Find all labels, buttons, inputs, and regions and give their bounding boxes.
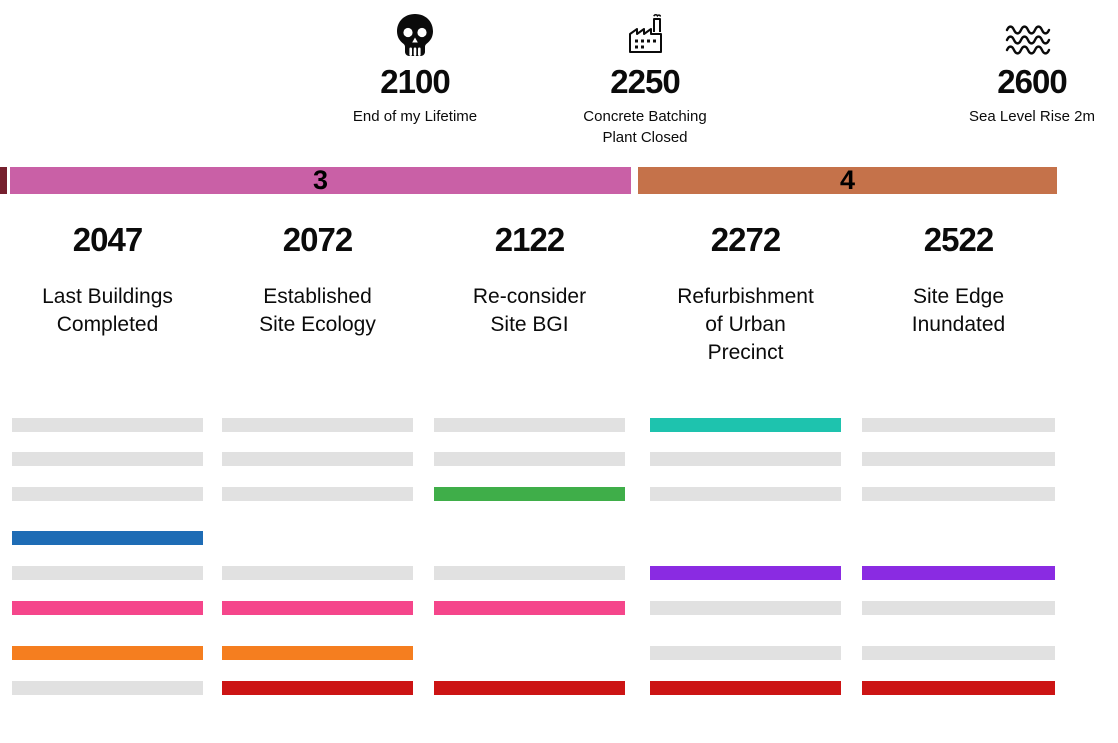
skull-icon [392, 8, 438, 60]
factory-icon [621, 8, 669, 60]
milestone-2600: 2600 Sea Level Rise 2m [927, 8, 1118, 127]
timeline-segment-2-end [0, 167, 7, 194]
waves-icon [1004, 8, 1060, 60]
event-bar-gray [12, 487, 203, 501]
event-bar-red [434, 681, 625, 695]
event-bar-pink [222, 601, 413, 615]
event-bar-gray [222, 566, 413, 580]
event-label: Last Buildings Completed [42, 285, 173, 336]
milestone-year: 2250 [610, 63, 680, 100]
event-bar-gray [650, 487, 841, 501]
event-bar-gray [12, 452, 203, 466]
event-bar-green [434, 487, 625, 501]
event-label: Re-consider Site BGI [472, 285, 587, 336]
event-bar-gray [12, 681, 203, 695]
event-bar-gray [650, 452, 841, 466]
event-label: Refurbishment of Urban Precinct [677, 285, 814, 364]
milestone-label: End of my Lifetime [352, 108, 478, 125]
event-label: Established Site Ecology [259, 285, 376, 336]
event-bar-purple [862, 566, 1055, 580]
event-bar-gray [862, 601, 1055, 615]
timeline-segment-3: 3 [10, 167, 631, 194]
milestone-year: 2100 [380, 63, 450, 100]
event-column-2047: 2047 Last Buildings Completed [12, 0, 203, 743]
segment-number: 3 [312, 165, 329, 195]
event-bar-gray [12, 566, 203, 580]
event-bar-gray [222, 452, 413, 466]
event-bar-teal [650, 418, 841, 432]
milestone-year: 2600 [997, 63, 1067, 100]
event-bar-gray [862, 418, 1055, 432]
event-bar-stack [12, 418, 203, 698]
event-bar-orange [222, 646, 413, 660]
event-bar-gray [12, 418, 203, 432]
event-bar-gray [650, 646, 841, 660]
milestone-label: Sea Level Rise 2m [969, 108, 1095, 125]
event-bar-red [650, 681, 841, 695]
event-bar-red [222, 681, 413, 695]
event-column-2122: 2122 Re-consider Site BGI [434, 0, 625, 743]
milestone-2250: 2250 Concrete Batching Plant Closed [540, 8, 750, 148]
event-bar-blue [12, 531, 203, 545]
event-bar-pink [12, 601, 203, 615]
event-bar-purple [650, 566, 841, 580]
event-bar-gray [222, 418, 413, 432]
event-column-2272: 2272 Refurbishment of Urban Precinct [650, 0, 841, 743]
event-bar-gray [222, 487, 413, 501]
event-year: 2072 [282, 221, 353, 258]
event-year: 2522 [923, 221, 994, 258]
milestone-label: Concrete Batching Plant Closed [583, 108, 707, 146]
event-bar-stack [862, 418, 1055, 698]
event-year: 2047 [72, 221, 143, 258]
event-bar-stack [650, 418, 841, 698]
timeline-segment-4: 4 [638, 167, 1057, 194]
event-bar-gray [434, 418, 625, 432]
event-bar-pink [434, 601, 625, 615]
event-year: 2272 [710, 221, 781, 258]
event-label: Site Edge Inundated [911, 285, 1006, 336]
event-column-2072: 2072 Established Site Ecology [222, 0, 413, 743]
event-bar-gray [862, 646, 1055, 660]
event-bar-orange [12, 646, 203, 660]
event-bar-gray [862, 452, 1055, 466]
segment-number: 4 [839, 165, 856, 195]
event-bar-gray [434, 566, 625, 580]
event-bar-gray [650, 601, 841, 615]
event-bar-stack [222, 418, 413, 698]
event-column-2522: 2522 Site Edge Inundated [862, 0, 1055, 743]
event-year: 2122 [494, 221, 565, 258]
event-bar-stack [434, 418, 625, 698]
milestone-2100: 2100 End of my Lifetime [310, 8, 520, 127]
event-bar-gray [434, 452, 625, 466]
event-bar-gray [862, 487, 1055, 501]
event-bar-red [862, 681, 1055, 695]
